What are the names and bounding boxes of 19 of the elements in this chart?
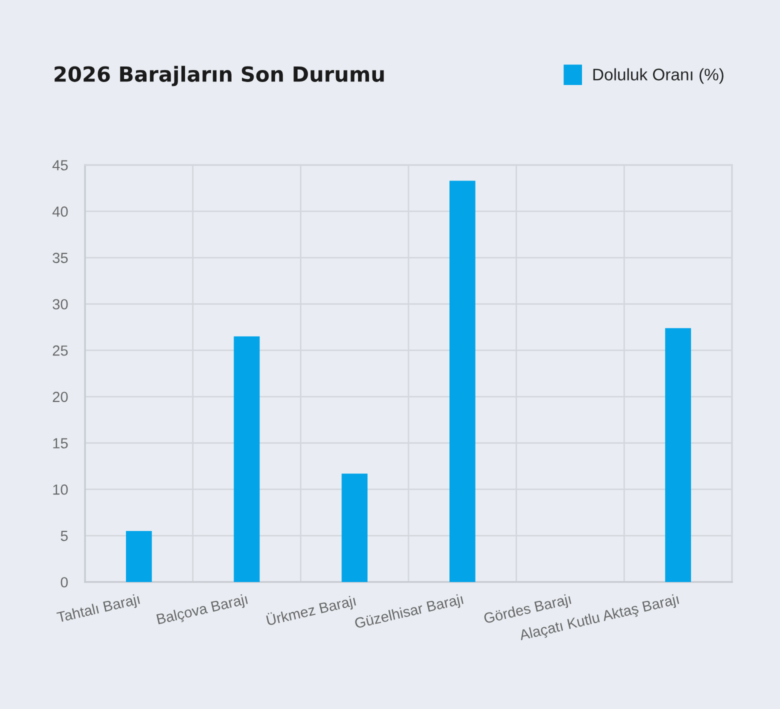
bar	[126, 531, 152, 582]
y-tick-label: 10	[53, 484, 68, 495]
bar	[342, 474, 368, 582]
bar	[234, 336, 260, 582]
y-tick-label: 45	[52, 160, 68, 170]
y-tick-label: 25	[52, 345, 68, 356]
chart-title: 2026 Barajların Son Durumu	[54, 66, 384, 86]
x-tick-label: Tahtalı Barajı	[56, 593, 141, 626]
y-tick-label: 30	[52, 299, 68, 310]
y-tick-label: 20	[52, 392, 68, 402]
y-tick-label: 15	[53, 438, 68, 448]
bar	[665, 328, 692, 582]
y-tick-label: 0	[60, 577, 68, 588]
bar	[449, 180, 476, 582]
y-tick-label: 5	[60, 530, 68, 542]
legend-label: Doluluk Oranı (%)	[593, 68, 724, 84]
y-tick-label: 40	[52, 206, 68, 217]
y-tick-label: 35	[52, 252, 68, 264]
x-tick-label: Balçova Barajı	[156, 593, 248, 628]
